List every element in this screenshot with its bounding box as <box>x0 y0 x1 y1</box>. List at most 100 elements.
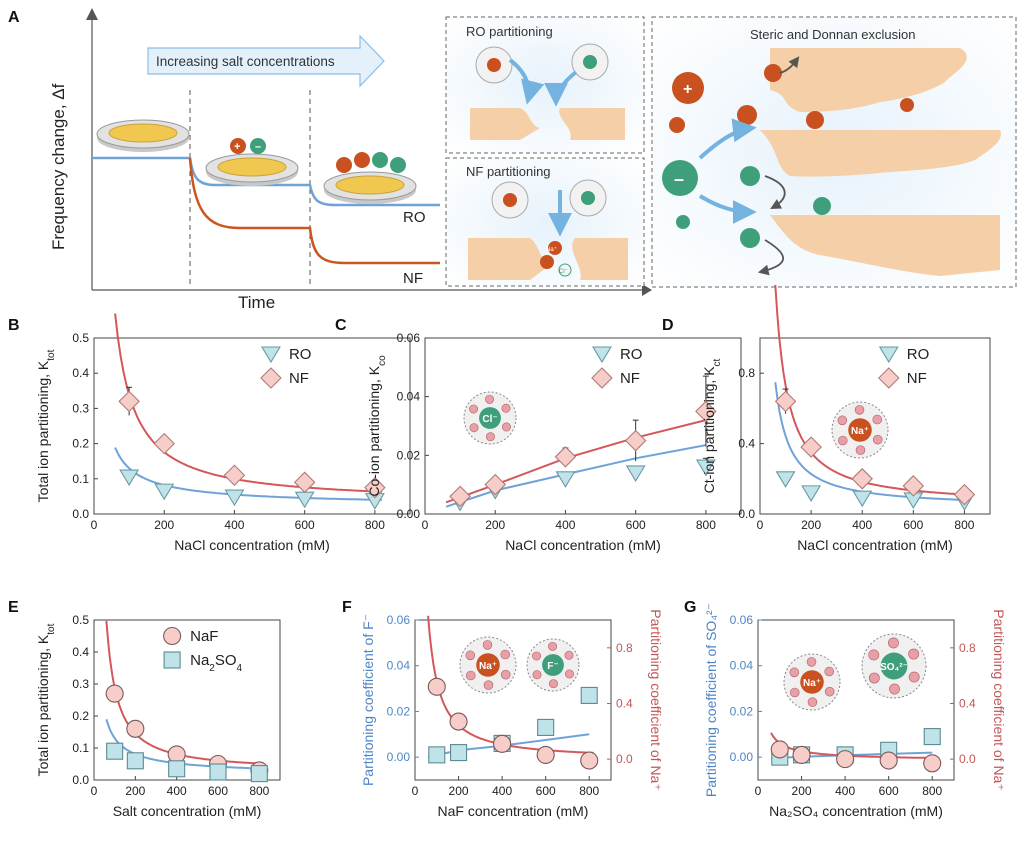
data-point-circle <box>105 684 124 703</box>
svg-text:+: + <box>234 141 240 153</box>
water-molecule-icon <box>469 404 479 414</box>
x-tick-label: 800 <box>954 518 974 532</box>
panel-label-g: G <box>684 599 696 616</box>
x-tick-label: 0 <box>91 784 98 798</box>
y-axis-label: Partitioning coefficient of F⁻ <box>360 614 376 786</box>
increasing-salt-arrow-icon <box>147 34 385 88</box>
y-axis-label: Co-ion partitioning, Kco <box>366 355 388 497</box>
data-point-diamond <box>364 476 386 499</box>
legend-rest: SO <box>215 652 237 669</box>
x-tick-label: 600 <box>903 518 923 532</box>
ion-core <box>848 418 872 442</box>
y-tick-label: 0.04 <box>730 659 754 673</box>
panel-label-c: C <box>335 317 347 334</box>
y-axis-label-subscript: ct <box>712 358 723 366</box>
fit-curve-RO <box>774 382 970 502</box>
data-point-circle <box>493 734 512 753</box>
water-molecule-icon <box>564 669 574 679</box>
y-tick-label: 0.2 <box>72 709 89 723</box>
plot-frame <box>757 619 955 781</box>
membrane-layer <box>760 130 1001 177</box>
ro-curve-label: RO <box>403 209 426 226</box>
x-tick-label: 200 <box>154 518 174 532</box>
water-molecule-icon <box>789 667 800 678</box>
data-point-diamond <box>223 464 246 487</box>
water-molecule-icon <box>501 403 511 413</box>
qcm-sensor-icon: + – <box>205 138 299 186</box>
y-tick-label: 0.02 <box>397 448 421 462</box>
water-molecule-icon <box>466 670 476 681</box>
x-tick-label: 0 <box>755 784 762 798</box>
y-axis-label: Total ion partitioning, Ktot <box>35 623 57 776</box>
x-tick-label: 400 <box>167 784 187 798</box>
data-point-diamond <box>902 475 925 497</box>
y-tick-label: 0.5 <box>72 613 89 627</box>
ion-core <box>476 653 500 677</box>
ion-core <box>800 670 824 694</box>
data-point-triangle <box>801 485 822 502</box>
water-molecule-icon <box>908 648 920 660</box>
y-right-tick-label: 0.8 <box>959 641 976 655</box>
data-point-circle <box>427 677 446 696</box>
x-tick-label: 600 <box>208 784 228 798</box>
legend-label: RO <box>289 346 312 363</box>
svg-text:–: – <box>255 141 261 153</box>
y-tick-label: 0.1 <box>72 472 89 486</box>
x-axis-label: NaCl concentration (mM) <box>174 537 330 553</box>
water-molecule-icon <box>483 680 494 690</box>
legend-marker-diamond <box>260 367 282 389</box>
x-tick-label: 0 <box>412 784 419 798</box>
legend-marker-diamond <box>878 367 900 389</box>
y-right-tick-label: 0.0 <box>616 752 633 766</box>
y-right-axis-label: Partitioning coefficient of Na⁺ <box>991 609 1007 790</box>
y-tick-label: 0.00 <box>397 507 421 521</box>
water-molecule-icon <box>838 435 848 446</box>
legend-label: RO <box>907 346 930 363</box>
chart-f: F 0 200 400 600 800 0.00 0.02 0.04 0.06 0.0 0.4 0.8 N… <box>342 599 664 819</box>
water-molecule-icon <box>485 394 495 404</box>
f-ion-sphere-icon: F⁻ <box>526 638 580 692</box>
cl-ion-sphere-icon: Cl⁻ <box>463 391 517 445</box>
ion-label: SO₄²⁻ <box>880 662 908 673</box>
legend-label: Na2SO4 <box>190 652 242 674</box>
water-molecule-icon <box>790 687 800 698</box>
y-tick-label: 0.06 <box>730 613 754 627</box>
plot-frame <box>93 337 411 515</box>
y-tick-label: 0.06 <box>397 331 421 345</box>
y-right-tick-label: 0.4 <box>959 696 976 710</box>
y-axis-label: Ct-ion partitioning, Kct <box>701 358 723 493</box>
x-tick-label: 400 <box>555 518 575 532</box>
cl-ion-label: Cl⁻ <box>559 269 568 275</box>
y-tick-label: 0.0 <box>72 773 89 787</box>
y-tick-label: 0.4 <box>72 366 89 380</box>
y-tick-label: 0.4 <box>738 437 755 451</box>
data-point-triangle <box>775 471 796 488</box>
x-tick-label: 800 <box>922 784 942 798</box>
nf-partitioning-title: NF partitioning <box>466 164 551 179</box>
y-axis-label-subscript: tot <box>46 349 57 360</box>
y-axis-label: Partitioning coefficient of SO₄²⁻ <box>703 603 719 797</box>
ion-label: Cl⁻ <box>482 414 497 425</box>
x-tick-label: 200 <box>801 518 821 532</box>
y-tick-label: 0.04 <box>387 659 411 673</box>
ion-label: Na⁺ <box>851 426 869 437</box>
data-point-diamond <box>953 483 976 506</box>
data-point-triangle <box>852 490 873 508</box>
y-tick-label: 0.1 <box>72 741 89 755</box>
data-point-circle <box>836 750 855 769</box>
increasing-salt-label: Increasing salt concentrations <box>156 54 335 69</box>
data-point-circle <box>536 745 555 765</box>
y-tick-label: 0.4 <box>72 645 89 659</box>
legend-marker-circle <box>163 626 182 646</box>
rejection-arrow-icon <box>779 56 800 74</box>
data-point-diamond <box>449 485 471 508</box>
y-tick-label: 0.0 <box>738 507 755 521</box>
x-axis-label: NaF concentration (mM) <box>438 803 589 819</box>
x-tick-label: 400 <box>492 784 512 798</box>
data-point-triangle <box>154 483 175 501</box>
fit-curve-RO <box>114 447 382 501</box>
water-molecule-icon <box>872 434 883 445</box>
x-axis-arrowhead-icon <box>642 284 652 296</box>
data-point-diamond <box>153 432 175 455</box>
